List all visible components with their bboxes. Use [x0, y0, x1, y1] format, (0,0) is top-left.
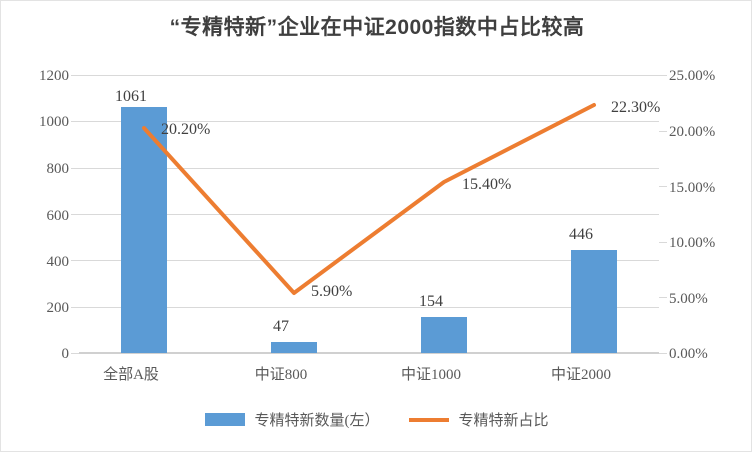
bar-zhongzheng2000[interactable] — [571, 249, 617, 353]
y-left-tick-label: 0 — [61, 346, 70, 362]
y-left-tick-label: 400 — [46, 254, 70, 270]
bar-zhongzheng800[interactable] — [271, 342, 317, 353]
y-right-tick-mark — [659, 186, 667, 187]
bar-value-label: 47 — [273, 318, 289, 335]
y-right-tick-mark — [659, 75, 667, 76]
chart-title: “专精特新”企业在中证2000指数中占比较高 — [169, 16, 585, 39]
x-axis-category-label: 中证800 — [254, 367, 308, 383]
gridline — [79, 75, 659, 76]
y-left-tick-mark — [71, 353, 79, 354]
y-left-tick-label: 600 — [46, 208, 70, 224]
y-right-tick-label: 15.00% — [669, 180, 716, 196]
y-left-tick-mark — [71, 214, 79, 215]
x-axis-category-label: 中证1000 — [400, 367, 461, 383]
y-right-tick-label: 25.00% — [669, 68, 716, 84]
bar-value-label: 446 — [569, 226, 593, 243]
y-left-tick-label: 800 — [46, 161, 70, 177]
y-left-tick-mark — [71, 168, 79, 169]
x-axis-category-label: 中证2000 — [550, 367, 611, 383]
y-left-tick-mark — [71, 307, 79, 308]
y-left-tick-label: 1000 — [39, 114, 69, 130]
bar-zhongzheng1000[interactable] — [421, 317, 467, 353]
y-right-tick-mark — [659, 297, 667, 298]
y-left-tick-mark — [71, 75, 79, 76]
chart-legend: 专精特新数量(左） 专精特新占比 — [1, 409, 751, 430]
y-left-tick-mark — [71, 121, 79, 122]
x-axis-category-label: 全部A股 — [103, 367, 159, 383]
y-right-tick-label: 10.00% — [669, 235, 716, 251]
gridline — [79, 307, 659, 308]
line-value-label: 22.30% — [611, 99, 661, 116]
legend-label: 专精特新数量(左） — [254, 413, 380, 429]
line-value-label: 15.40% — [462, 176, 512, 193]
y-left-tick-label: 200 — [46, 300, 70, 316]
bar-value-label: 154 — [419, 293, 443, 310]
y-right-tick-mark — [659, 242, 667, 243]
line-value-label: 5.90% — [311, 283, 353, 300]
y-right-tick-mark — [659, 131, 667, 132]
line-value-label: 20.20% — [161, 121, 211, 138]
y-right-tick-label: 20.00% — [669, 124, 716, 140]
bar-quanbuagu[interactable] — [121, 107, 167, 353]
y-right-tick-label: 5.00% — [669, 291, 708, 307]
line-swatch-icon — [409, 417, 450, 422]
x-axis-line — [79, 352, 659, 354]
legend-item-line-series[interactable]: 专精特新占比 — [409, 409, 549, 430]
bar-swatch-icon — [205, 413, 246, 426]
plot-area — [79, 75, 659, 354]
legend-label: 专精特新占比 — [458, 413, 549, 429]
y-left-tick-mark — [71, 260, 79, 261]
y-left-tick-label: 1200 — [39, 68, 69, 84]
y-right-tick-mark — [659, 353, 667, 354]
y-right-tick-label: 0.00% — [669, 346, 708, 362]
legend-item-bar-series[interactable]: 专精特新数量(左） — [205, 409, 379, 430]
bar-value-label: 1061 — [115, 88, 147, 105]
